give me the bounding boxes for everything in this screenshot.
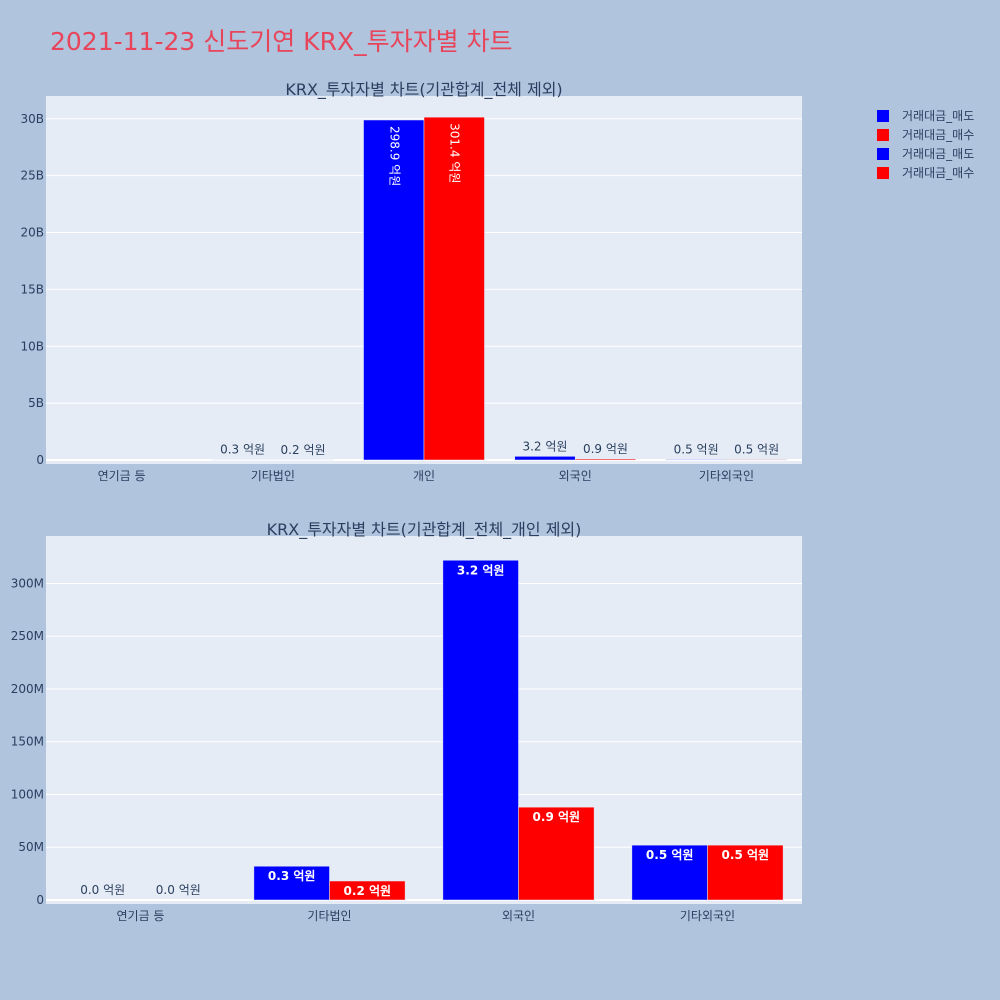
bar-label-1-1-4: 0.5 억원 [734, 442, 779, 456]
bar-label-2-1-0: 0.0 억원 [156, 883, 201, 897]
bar-label-2-0-0: 0.0 억원 [80, 883, 125, 897]
legend-swatch-0 [877, 110, 889, 122]
bar-2-sell-1 [253, 865, 330, 901]
bar-2-buy-2 [518, 806, 595, 901]
y-tick-label-1-3: 15B [20, 282, 44, 296]
x-tick-label-1-2: 개인 [413, 469, 435, 483]
y-tick-label-2-5: 250M [11, 629, 44, 643]
x-tick-label-2-1: 기타법인 [307, 909, 351, 923]
bar-label-2-0-2: 3.2 억원 [457, 563, 505, 577]
bar-label-2-0-1: 0.3 억원 [268, 869, 316, 883]
x-tick-label-1-3: 외국인 [559, 469, 592, 483]
bar-label-2-1-1: 0.2 억원 [344, 884, 392, 898]
page-title: 2021-11-23 신도기연 KRX_투자자별 차트 [50, 27, 513, 56]
y-tick-label-2-1: 50M [18, 840, 44, 854]
chart-title-1: KRX_투자자별 차트(기관합계_전체 제외) [285, 80, 562, 100]
y-tick-label-1-4: 20B [20, 226, 44, 240]
bar-label-1-0-3: 3.2 억원 [522, 439, 567, 453]
y-tick-label-2-0: 0 [36, 893, 44, 907]
bar-1-buy-3 [574, 458, 636, 461]
legend-label-2: 거래대금_매도 [902, 147, 974, 161]
y-tick-label-2-4: 200M [11, 682, 44, 696]
x-tick-label-2-0: 연기금 등 [117, 909, 165, 923]
y-tick-label-1-1: 5B [28, 396, 44, 410]
bar-1-sell-4 [665, 459, 727, 461]
y-tick-label-2-6: 300M [11, 576, 44, 590]
chart-title-2: KRX_투자자별 차트(기관합계_전체_개인 제외) [267, 520, 582, 540]
y-tick-label-1-5: 25B [20, 169, 44, 183]
bar-label-2-1-2: 0.9 억원 [533, 810, 581, 824]
y-tick-label-2-2: 100M [11, 787, 44, 801]
legend-label-3: 거래대금_매수 [902, 166, 974, 180]
bar-label-2-0-3: 0.5 억원 [646, 848, 694, 862]
bar-label-1-0-1: 0.3 억원 [220, 443, 265, 457]
plot-area-2 [46, 536, 802, 904]
y-tick-label-1-0: 0 [36, 453, 44, 467]
bar-1-buy-2 [423, 116, 485, 461]
x-tick-label-2-3: 기타외국인 [680, 909, 735, 923]
y-tick-label-2-3: 150M [11, 735, 44, 749]
bar-1-sell-3 [514, 456, 576, 461]
bar-1-sell-2 [363, 119, 425, 461]
legend-swatch-1 [877, 129, 889, 141]
x-tick-label-1-0: 연기금 등 [98, 469, 146, 483]
bar-label-1-1-3: 0.9 억원 [583, 442, 628, 456]
bar-label-1-1-1: 0.2 억원 [281, 443, 326, 457]
x-tick-label-1-1: 기타법인 [251, 469, 295, 483]
bar-1-buy-4 [726, 459, 788, 461]
y-tick-label-1-2: 10B [20, 339, 44, 353]
bar-label-1-0-4: 0.5 억원 [674, 442, 719, 456]
bar-2-sell-2 [442, 560, 519, 901]
legend-label-0: 거래대금_매도 [902, 109, 974, 123]
legend-label-1: 거래대금_매수 [902, 128, 974, 142]
x-tick-label-2-2: 외국인 [502, 909, 535, 923]
bar-label-1-1-2: 301.4 억원 [448, 123, 462, 183]
legend-swatch-3 [877, 167, 889, 179]
bar-2-buy-3 [707, 844, 784, 901]
legend-swatch-2 [877, 148, 889, 160]
bar-2-buy-1 [329, 880, 406, 901]
x-tick-label-1-4: 기타외국인 [699, 469, 754, 483]
bar-label-1-0-2: 298.9 억원 [387, 126, 401, 186]
bar-label-2-1-3: 0.5 억원 [722, 848, 770, 862]
y-tick-label-1-6: 30B [20, 112, 44, 126]
